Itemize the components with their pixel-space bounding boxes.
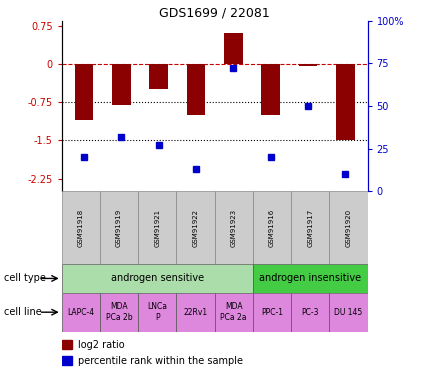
Text: GSM91916: GSM91916 bbox=[269, 209, 275, 247]
Text: percentile rank within the sample: percentile rank within the sample bbox=[79, 356, 244, 366]
Text: androgen sensitive: androgen sensitive bbox=[110, 273, 204, 284]
FancyBboxPatch shape bbox=[291, 292, 329, 332]
Text: GSM91919: GSM91919 bbox=[116, 209, 122, 247]
Text: PPC-1: PPC-1 bbox=[261, 308, 283, 316]
FancyBboxPatch shape bbox=[62, 191, 100, 264]
Bar bbox=[112, 64, 130, 105]
Text: GSM91917: GSM91917 bbox=[307, 209, 313, 247]
Text: GSM91922: GSM91922 bbox=[193, 209, 198, 247]
Bar bbox=[75, 64, 94, 120]
FancyBboxPatch shape bbox=[100, 292, 138, 332]
FancyBboxPatch shape bbox=[138, 191, 176, 264]
FancyBboxPatch shape bbox=[176, 292, 215, 332]
Text: GSM91921: GSM91921 bbox=[154, 209, 160, 247]
Bar bbox=[62, 340, 72, 349]
Bar bbox=[224, 33, 243, 64]
Text: PC-3: PC-3 bbox=[301, 308, 319, 316]
Bar bbox=[299, 64, 317, 66]
Bar bbox=[149, 64, 168, 89]
FancyBboxPatch shape bbox=[253, 292, 291, 332]
FancyBboxPatch shape bbox=[62, 264, 253, 292]
FancyBboxPatch shape bbox=[329, 292, 368, 332]
Bar bbox=[336, 64, 354, 140]
FancyBboxPatch shape bbox=[100, 191, 138, 264]
FancyBboxPatch shape bbox=[215, 292, 253, 332]
FancyBboxPatch shape bbox=[62, 292, 100, 332]
Text: MDA
PCa 2b: MDA PCa 2b bbox=[106, 303, 132, 322]
Text: log2 ratio: log2 ratio bbox=[79, 340, 125, 350]
Text: DU 145: DU 145 bbox=[334, 308, 363, 316]
Text: GSM91918: GSM91918 bbox=[78, 209, 84, 247]
Bar bbox=[187, 64, 205, 115]
Bar bbox=[62, 356, 72, 364]
FancyBboxPatch shape bbox=[253, 191, 291, 264]
Text: LAPC-4: LAPC-4 bbox=[67, 308, 94, 316]
Bar bbox=[261, 64, 280, 115]
Title: GDS1699 / 22081: GDS1699 / 22081 bbox=[159, 6, 270, 20]
Text: cell type: cell type bbox=[4, 273, 46, 284]
Text: androgen insensitive: androgen insensitive bbox=[259, 273, 361, 284]
Text: GSM91923: GSM91923 bbox=[231, 209, 237, 247]
FancyBboxPatch shape bbox=[253, 264, 368, 292]
FancyBboxPatch shape bbox=[329, 191, 368, 264]
Text: GSM91920: GSM91920 bbox=[346, 209, 351, 247]
FancyBboxPatch shape bbox=[291, 191, 329, 264]
FancyBboxPatch shape bbox=[138, 292, 176, 332]
Text: cell line: cell line bbox=[4, 307, 42, 317]
FancyBboxPatch shape bbox=[176, 191, 215, 264]
Text: LNCa
P: LNCa P bbox=[147, 303, 167, 322]
Text: MDA
PCa 2a: MDA PCa 2a bbox=[221, 303, 247, 322]
Text: 22Rv1: 22Rv1 bbox=[184, 308, 207, 316]
FancyBboxPatch shape bbox=[215, 191, 253, 264]
